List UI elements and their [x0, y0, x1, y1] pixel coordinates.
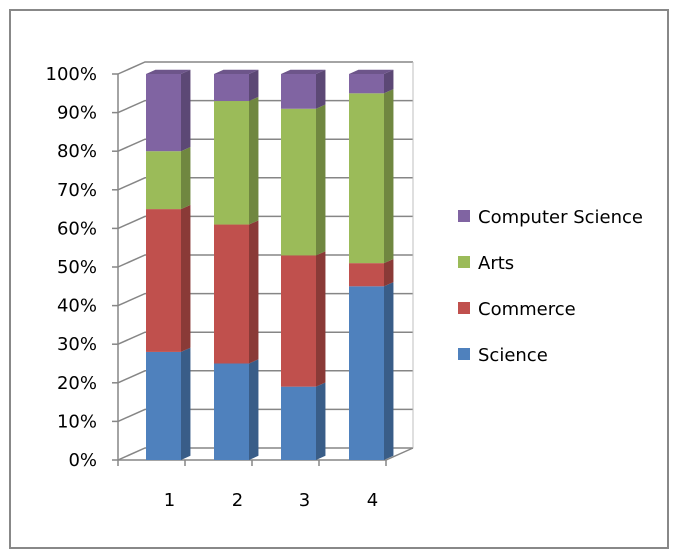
y-tick-label: 70% — [57, 180, 97, 201]
bar-front-face — [146, 151, 181, 210]
bar-top-face — [146, 69, 191, 74]
bar-segment-science-3 — [281, 382, 326, 460]
bar-segment-science-4 — [349, 282, 394, 460]
legend-swatch — [458, 210, 470, 222]
gridline-100% — [117, 61, 413, 75]
legend-label: Computer Science — [478, 207, 643, 228]
legend-label: Commerce — [478, 299, 576, 320]
bar-side-face — [384, 89, 394, 264]
legend-swatch — [458, 256, 470, 268]
bar-segment-commerce-1 — [146, 204, 191, 352]
bar-segment-commerce-4 — [349, 258, 394, 287]
bar-segment-science-2 — [214, 359, 259, 460]
bar-front-face — [281, 386, 316, 460]
legend-label: Science — [478, 345, 548, 366]
bar-segment-science-1 — [146, 347, 191, 460]
bar-front-face — [146, 74, 181, 152]
bar-side-face — [249, 69, 259, 102]
bar-segment-arts-2 — [214, 96, 259, 225]
axes — [112, 73, 414, 466]
bar-top-face — [349, 69, 394, 74]
bar-segment-commerce-2 — [214, 220, 259, 364]
bar-segment-arts-1 — [146, 147, 191, 210]
bar-side-face — [316, 382, 326, 460]
legend-item-commerce: Commerce — [458, 299, 576, 320]
bar-segment-computer-science-3 — [281, 69, 326, 109]
bar-top-face — [281, 69, 326, 74]
bar-side-face — [384, 258, 394, 287]
legend-swatch — [458, 302, 470, 314]
bar-stack-4 — [349, 69, 394, 460]
legend-item-science: Science — [458, 345, 548, 366]
legend: Computer Science Arts Commerce Science — [458, 207, 643, 366]
bar-side-face — [384, 282, 394, 460]
bar-stack-1 — [146, 69, 191, 460]
legend-label: Arts — [478, 253, 514, 274]
bar-segment-computer-science-2 — [214, 69, 259, 102]
y-tick-label: 80% — [57, 141, 97, 162]
bar-side-face — [181, 204, 191, 352]
y-tick-label: 50% — [57, 257, 97, 278]
bar-side-face — [316, 69, 326, 109]
bar-stack-3 — [281, 69, 326, 460]
bar-front-face — [214, 101, 249, 225]
y-tick-label: 0% — [68, 450, 97, 471]
bars — [146, 69, 394, 460]
bar-front-face — [349, 93, 384, 264]
bar-front-face — [146, 209, 181, 352]
y-tick-label: 40% — [57, 296, 97, 317]
x-tick-label: 4 — [367, 490, 378, 511]
bar-segment-computer-science-1 — [146, 69, 191, 152]
bar-front-face — [281, 255, 316, 387]
legend-swatch — [458, 348, 470, 360]
y-tick-label: 10% — [57, 411, 97, 432]
bar-segment-computer-science-4 — [349, 69, 394, 94]
bar-segment-arts-4 — [349, 89, 394, 264]
y-tick-label: 90% — [57, 103, 97, 124]
bar-side-face — [181, 147, 191, 210]
bar-side-face — [181, 69, 191, 152]
bar-front-face — [349, 263, 384, 287]
x-tick-label: 3 — [299, 490, 310, 511]
bar-side-face — [249, 96, 259, 225]
bar-front-face — [349, 286, 384, 460]
legend-item-computer-science: Computer Science — [458, 207, 643, 228]
y-tick-label: 60% — [57, 218, 97, 239]
y-tick-label: 100% — [46, 64, 97, 85]
y-tick-label: 30% — [57, 334, 97, 355]
y-axis-tick-labels: 0% 10% 20% 30% 40% 50% 60% 70% 80% 90% 100% — [46, 64, 97, 471]
bar-side-face — [249, 220, 259, 364]
x-axis-tick-labels: 1 2 3 4 — [164, 490, 378, 511]
bar-front-face — [281, 74, 316, 109]
x-tick-label: 2 — [232, 490, 243, 511]
bar-front-face — [281, 108, 316, 256]
bar-side-face — [316, 104, 326, 256]
bar-segment-commerce-3 — [281, 251, 326, 387]
bar-front-face — [349, 74, 384, 94]
bar-front-face — [214, 74, 249, 102]
bar-front-face — [146, 351, 181, 460]
bar-segment-arts-3 — [281, 104, 326, 256]
bar-side-face — [249, 359, 259, 460]
bar-side-face — [316, 251, 326, 387]
legend-item-arts: Arts — [458, 253, 514, 274]
x-tick-label: 1 — [164, 490, 175, 511]
y-tick-label: 20% — [57, 373, 97, 394]
bar-side-face — [181, 347, 191, 460]
bar-side-face — [384, 69, 394, 94]
bar-front-face — [214, 224, 249, 364]
bar-stack-2 — [214, 69, 259, 460]
bar-front-face — [214, 363, 249, 460]
bar-top-face — [214, 69, 259, 74]
